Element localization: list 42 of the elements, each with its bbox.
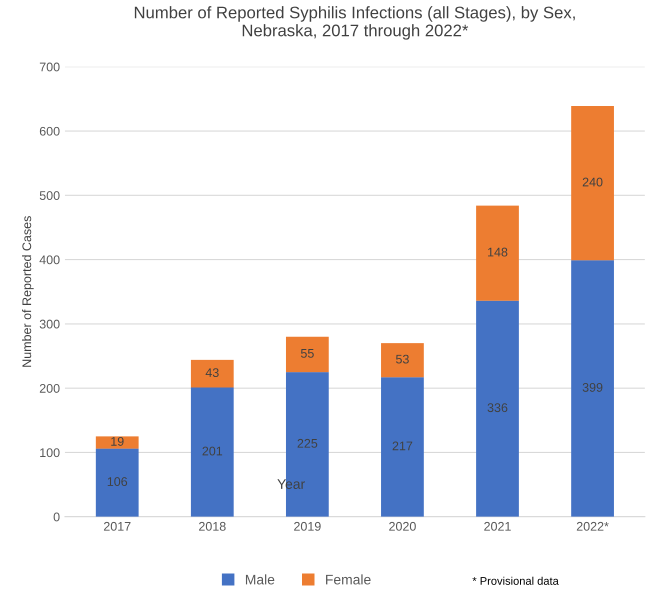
y-tick-label: 500 xyxy=(40,191,60,200)
bar xyxy=(571,260,614,517)
data-label: 225 xyxy=(298,438,318,448)
x-tick-label: 2022* xyxy=(576,522,609,531)
bar xyxy=(571,106,614,260)
y-tick-label: 300 xyxy=(40,320,60,329)
bar xyxy=(286,336,329,372)
bar xyxy=(476,300,519,517)
data-label: 148 xyxy=(488,248,508,257)
data-label: 201 xyxy=(202,446,222,456)
y-tick-label: 100 xyxy=(40,448,60,458)
y-tick-label: 400 xyxy=(40,255,60,264)
data-label: 53 xyxy=(396,354,409,364)
bar xyxy=(476,206,519,301)
x-tick-label: 2018 xyxy=(199,522,226,531)
data-label: 399 xyxy=(582,382,602,392)
legend-label: Female xyxy=(326,574,371,585)
y-tick-label: 0 xyxy=(54,512,60,522)
y-tick-label: 200 xyxy=(40,384,60,393)
data-label: 19 xyxy=(111,436,124,446)
data-label: 106 xyxy=(108,477,128,486)
chart-title: Number of Reported Syphilis Infections (all Stages), by Sex, Nebraska, 2017 through 2022* xyxy=(134,6,575,40)
y-tick-label: 700 xyxy=(40,62,60,72)
data-label: 240 xyxy=(582,178,602,186)
data-label: 43 xyxy=(206,368,219,378)
bar xyxy=(96,436,139,449)
data-label: 55 xyxy=(300,349,314,358)
x-tick-label: 2017 xyxy=(104,522,131,531)
y-axis-title: Number of Reported Cases xyxy=(22,216,34,367)
x-tick-label: 2019 xyxy=(294,522,321,531)
x-tick-label: 2021 xyxy=(484,522,511,531)
y-tick-label: 600 xyxy=(40,126,60,136)
data-label: 217 xyxy=(392,441,412,450)
bar xyxy=(381,377,424,517)
bar xyxy=(96,448,139,517)
bar xyxy=(190,360,234,388)
bar xyxy=(381,343,424,378)
x-tick-label: 2020 xyxy=(389,522,416,531)
legend-label: Male xyxy=(246,574,274,585)
data-label: 336 xyxy=(488,403,508,412)
bar xyxy=(190,388,234,517)
text: * Provisional data xyxy=(472,576,559,585)
